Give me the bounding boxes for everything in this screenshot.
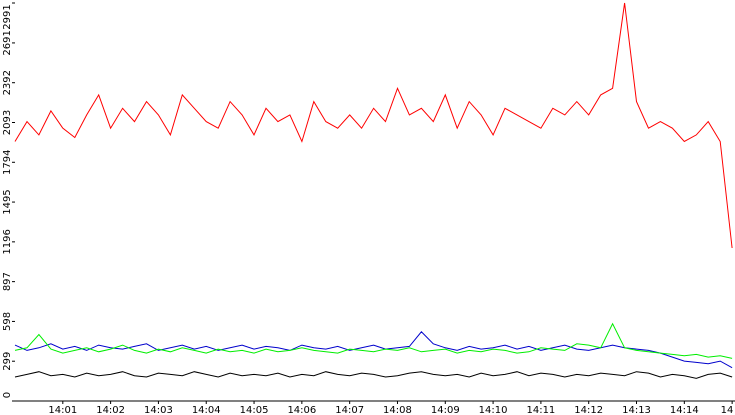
x-tick-label: 14:01 bbox=[48, 405, 77, 415]
x-tick-label: 14:05 bbox=[240, 405, 269, 415]
series-line bbox=[14, 331, 733, 369]
y-tick-label: 2991 bbox=[2, 4, 13, 29]
y-tick-label: 2691 bbox=[2, 30, 13, 55]
x-tick-label: 14:09 bbox=[431, 405, 460, 415]
y-tick-label: 2093 bbox=[2, 110, 13, 135]
x-tick-label: 14:04 bbox=[192, 405, 221, 415]
y-tick-label: 2392 bbox=[2, 70, 13, 95]
y-tick-label: 1196 bbox=[2, 229, 13, 254]
x-tick-label: 14:03 bbox=[144, 405, 173, 415]
x-tick-label: 14:07 bbox=[335, 405, 364, 415]
x-tick-label: 14:02 bbox=[96, 405, 125, 415]
x-tick-label: 14:11 bbox=[526, 405, 555, 415]
series-line bbox=[14, 322, 733, 359]
y-tick-label: 1794 bbox=[2, 150, 13, 175]
x-tick-label: 14:08 bbox=[383, 405, 412, 415]
x-tick-label: 14:06 bbox=[287, 405, 316, 415]
series-line bbox=[14, 2, 733, 249]
y-tick-label: 1495 bbox=[2, 189, 13, 214]
y-tick-label: 598 bbox=[2, 312, 13, 331]
x-tick-label: 14:14 bbox=[670, 405, 699, 415]
x-tick-label: 14 bbox=[721, 405, 734, 415]
series-line bbox=[14, 371, 733, 379]
x-tick-label: 14:12 bbox=[574, 405, 603, 415]
x-tick-label: 14:13 bbox=[622, 405, 651, 415]
y-tick-label: 897 bbox=[2, 272, 13, 291]
x-tick-label: 14:10 bbox=[479, 405, 508, 415]
y-tick-label: 0 bbox=[2, 392, 13, 398]
y-tick-label: 299 bbox=[2, 352, 13, 371]
